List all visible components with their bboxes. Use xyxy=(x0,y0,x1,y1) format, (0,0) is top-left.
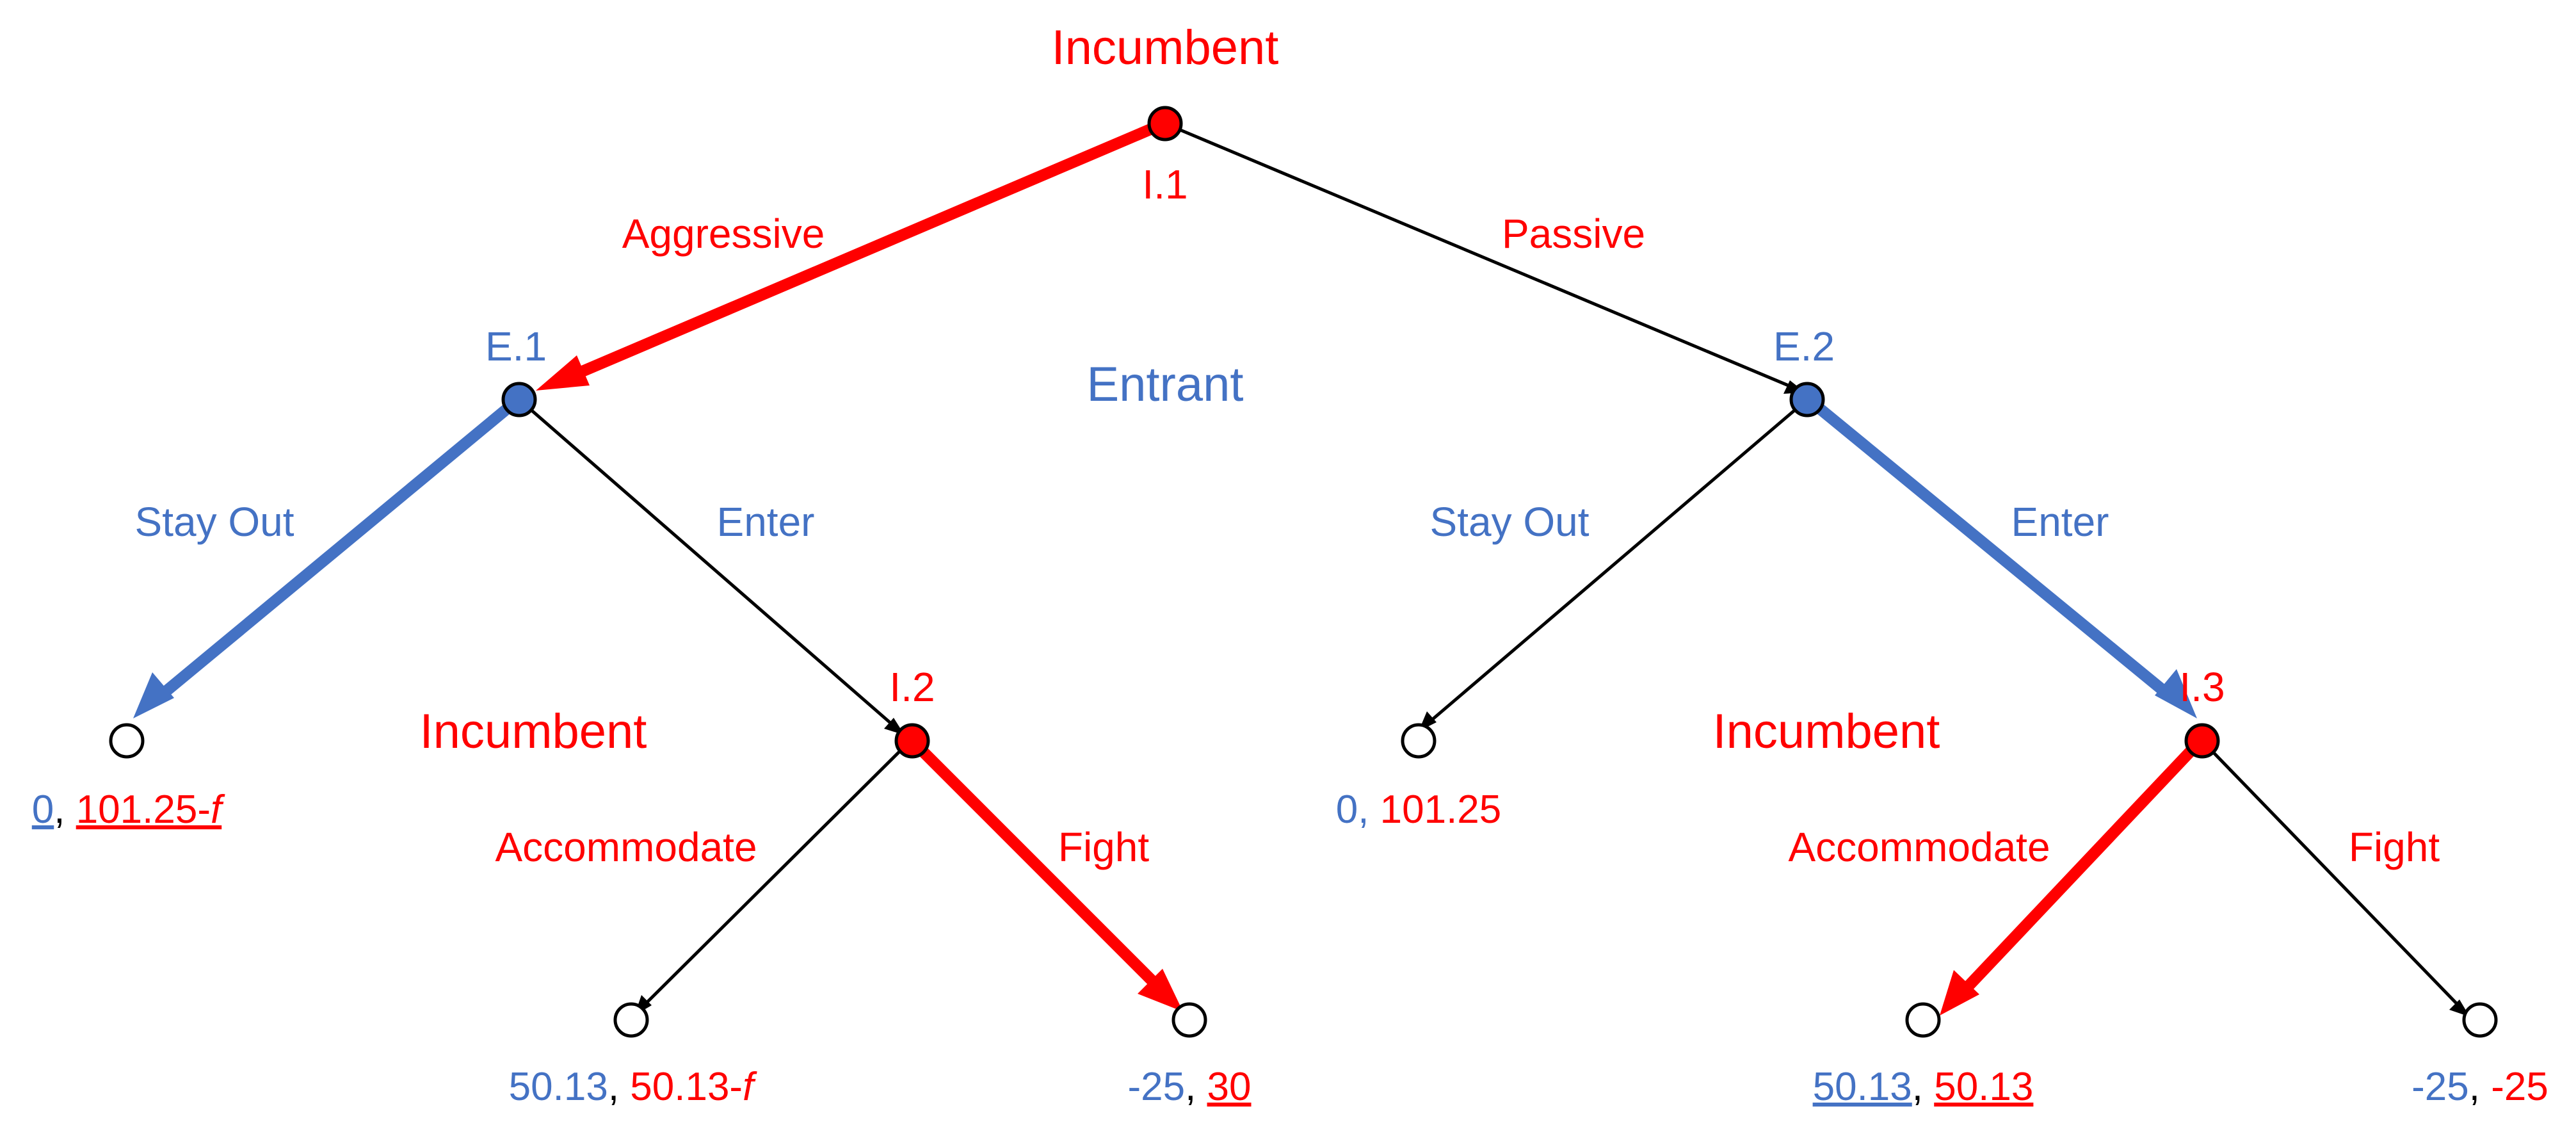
payoff-t3-entrant: -25 xyxy=(1127,1065,1185,1109)
payoff-t4-incumbent: 101.25 xyxy=(1380,788,1502,832)
edge-aggressive xyxy=(577,118,1166,378)
terminal-node xyxy=(1401,723,1437,759)
node-label-i1: I.1 xyxy=(1142,161,1187,207)
edge-fight-left xyxy=(916,745,1159,988)
action-label-passive: Passive xyxy=(1502,211,1645,257)
node-i2 xyxy=(894,723,930,759)
arrowhead-fight-left xyxy=(1138,969,1183,1012)
arrowhead-aggressive xyxy=(536,355,590,391)
arrowhead-accommodate-right xyxy=(1940,970,1979,1016)
edge-enter-right xyxy=(1814,403,2171,699)
node-label-i2: I.2 xyxy=(889,664,935,710)
terminal-node xyxy=(2462,1002,2498,1038)
payoff-t6-separator: , xyxy=(2469,1065,2491,1109)
payoff-t1-incumbent: 101.25- xyxy=(76,788,211,832)
node-i1 xyxy=(1147,106,1183,142)
terminal-node xyxy=(1905,1002,1941,1038)
payoff-t4-separator: , xyxy=(1358,788,1380,832)
edge-enter-left xyxy=(518,398,897,729)
node-i3 xyxy=(2184,723,2220,759)
action-label-enter-left: Enter xyxy=(717,499,815,545)
payoff-t2-incumbent: 50.13- xyxy=(630,1065,743,1109)
payoff-t1-incumbent-variable: f xyxy=(211,788,225,832)
payoff-t3-separator: , xyxy=(1185,1065,1207,1109)
action-label-stay-out-right: Stay Out xyxy=(1430,499,1590,545)
action-label-accommodate-right: Accommodate xyxy=(1788,824,2050,870)
edge-accommodate-left xyxy=(641,740,912,1008)
edge-passive xyxy=(1164,122,1795,390)
node-e2 xyxy=(1789,382,1825,417)
payoff-t2-incumbent-variable: f xyxy=(743,1065,757,1109)
node-label-e2: E.2 xyxy=(1773,323,1835,369)
edge-stay-out-left xyxy=(159,403,513,699)
player-label-incumbent-top: Incumbent xyxy=(1052,20,1279,75)
action-label-enter-right: Enter xyxy=(2011,499,2109,545)
node-e1 xyxy=(501,382,537,417)
payoff-t2-separator: , xyxy=(608,1065,630,1109)
payoff-t1-separator: , xyxy=(54,788,76,832)
action-label-accommodate-left: Accommodate xyxy=(495,824,757,870)
payoff-t6-entrant: -25 xyxy=(2411,1065,2469,1109)
action-label-fight-left: Fight xyxy=(1058,824,1150,870)
payoff-t6-incumbent: -25 xyxy=(2491,1065,2548,1109)
payoff-t5-incumbent: 50.13 xyxy=(1934,1065,2033,1109)
action-label-aggressive: Aggressive xyxy=(622,211,825,257)
terminal-node xyxy=(613,1002,649,1038)
payoff-t4: 0, 101.25 xyxy=(1336,788,1502,832)
payoff-t5-entrant: 50.13 xyxy=(1813,1065,1912,1109)
payoff-t3-incumbent: 30 xyxy=(1207,1065,1252,1109)
edge-accommodate-right xyxy=(1964,745,2197,991)
nodes xyxy=(109,106,2498,1038)
player-label-incumbent-left: Incumbent xyxy=(420,704,647,759)
action-label-stay-out-left: Stay Out xyxy=(135,499,294,545)
player-label-entrant: Entrant xyxy=(1086,357,1243,412)
edge-fight-right xyxy=(2201,740,2462,1009)
edge-stay-out-right xyxy=(1426,398,1808,725)
payoff-t2: 50.13, 50.13-f xyxy=(509,1065,757,1109)
player-label-incumbent-right: Incumbent xyxy=(1713,704,1940,759)
node-label-e1: E.1 xyxy=(485,323,547,369)
edges-thick xyxy=(133,118,2197,1016)
payoff-t5-separator: , xyxy=(1912,1065,1934,1109)
action-label-fight-right: Fight xyxy=(2349,824,2440,870)
payoff-t2-entrant: 50.13 xyxy=(509,1065,608,1109)
payoff-t6: -25, -25 xyxy=(2411,1065,2548,1109)
edges-thin xyxy=(518,122,2470,1017)
payoff-t5: 50.13, 50.13 xyxy=(1813,1065,2034,1109)
terminal-node xyxy=(1171,1002,1207,1038)
payoff-t4-entrant: 0 xyxy=(1336,788,1358,832)
arrowhead-stay-out-left xyxy=(133,672,174,718)
payoff-t3: -25, 30 xyxy=(1127,1065,1251,1109)
payoff-t1: 0, 101.25-f xyxy=(32,788,225,832)
terminal-node xyxy=(109,723,145,759)
node-label-i3: I.3 xyxy=(2179,664,2225,710)
arrowhead-enter-right xyxy=(2155,669,2197,718)
payoff-t1-entrant: 0 xyxy=(32,788,54,832)
